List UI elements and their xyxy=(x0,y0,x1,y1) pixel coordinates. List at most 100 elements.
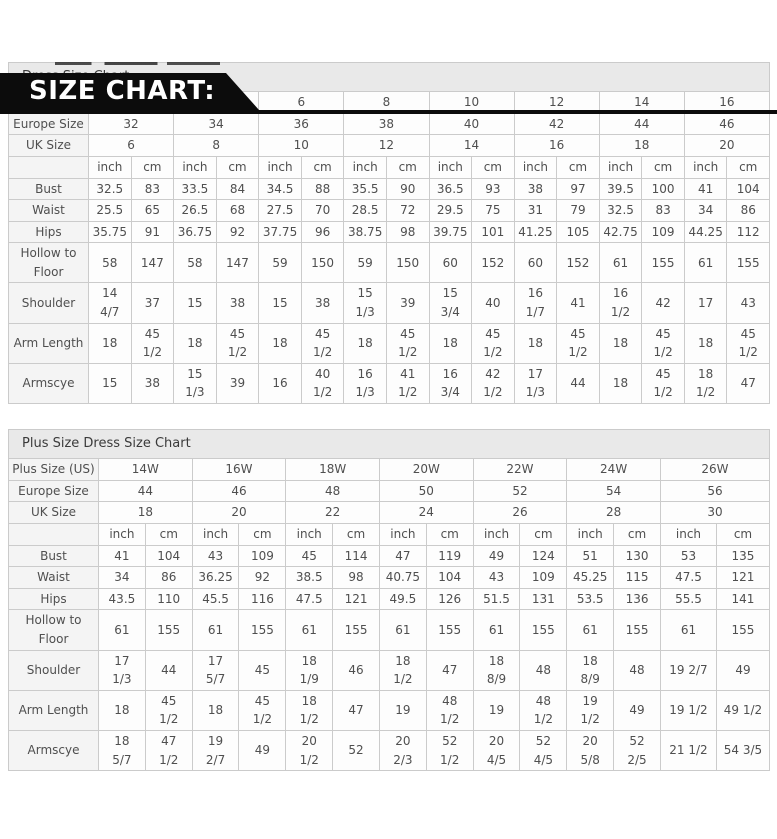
unit-cm-header: cm xyxy=(519,522,568,546)
inch-value-cell: 18 xyxy=(428,322,473,364)
inch-value-cell: 51.5 xyxy=(472,587,521,611)
size-value-cell: 26W xyxy=(659,458,771,481)
size-value-cell: 56 xyxy=(659,479,771,503)
unit-cm-header: cm xyxy=(215,155,260,179)
inch-value-cell: 61 xyxy=(659,609,717,651)
inch-value-cell: 34 xyxy=(683,199,728,222)
cm-value-cell: 49 xyxy=(715,649,771,691)
row-label: Europe Size xyxy=(8,112,89,136)
inch-value-cell: 19 2/7 xyxy=(191,729,240,772)
inch-value-cell: 36.25 xyxy=(191,566,240,589)
size-value-cell: 26 xyxy=(472,501,568,524)
cm-value-cell: 109 xyxy=(238,544,287,568)
unit-inch-header: inch xyxy=(173,155,217,179)
size-value-cell: 20 xyxy=(191,501,287,524)
size-value-cell: 54 xyxy=(566,479,661,503)
inch-value-cell: 58 xyxy=(173,242,217,284)
cm-value-cell: 152 xyxy=(556,242,600,284)
cm-value-cell: 155 xyxy=(332,609,380,651)
size-value-cell: 22 xyxy=(285,501,380,524)
cm-value-cell: 91 xyxy=(130,220,175,244)
inch-value-cell: 42.75 xyxy=(598,220,643,244)
inch-value-cell: 41 xyxy=(683,177,728,201)
size-value-cell: 18 xyxy=(598,134,685,157)
size-value-cell: 46 xyxy=(191,479,287,503)
row-label: Bust xyxy=(8,177,89,201)
inch-value-cell: 15 xyxy=(258,282,302,324)
measure-row: Hips 35.75 91 36.75 92 37.75 96 38.75 98 39.75 101… xyxy=(8,220,770,244)
cm-value-cell: 109 xyxy=(519,566,568,589)
inch-value-cell: 53 xyxy=(659,544,717,568)
cm-value-cell: 47 xyxy=(332,689,380,731)
inch-value-cell: 59 xyxy=(258,242,302,284)
row-label: Waist xyxy=(8,199,89,222)
cm-value-cell: 155 xyxy=(238,609,287,651)
inch-value-cell: 53.5 xyxy=(566,587,615,611)
inch-value-cell: 47 xyxy=(378,544,427,568)
cm-value-cell: 52 xyxy=(332,729,380,772)
cm-value-cell: 45 1/2 xyxy=(144,689,193,731)
cm-value-cell: 43 xyxy=(726,282,770,324)
unit-inch-header: inch xyxy=(659,522,717,546)
inch-value-cell: 61 xyxy=(98,609,146,651)
unit-cm-header: cm xyxy=(144,522,193,546)
inch-value-cell: 18 xyxy=(173,322,217,364)
measure-row: Bust 32.5 83 33.5 84 34.5 88 35.5 90 36.5 93 38 97 39… xyxy=(8,177,770,201)
size-value-cell: 16W xyxy=(191,458,287,481)
inch-value-cell: 40.75 xyxy=(378,566,427,589)
size-value-cell: 8 xyxy=(173,134,260,157)
size-value-cell: 50 xyxy=(378,479,474,503)
inch-value-cell: 35.75 xyxy=(88,220,132,244)
unit-inch-header: inch xyxy=(98,522,146,546)
size-value-cell: 34 xyxy=(173,112,260,136)
unit-row: inch cm inch cm inch cm inch cm inch cm inch cm inch… xyxy=(8,522,771,546)
inch-value-cell: 61 xyxy=(472,609,521,651)
cm-value-cell: 96 xyxy=(300,220,345,244)
inch-value-cell: 19 xyxy=(472,689,521,731)
cm-value-cell: 79 xyxy=(556,199,600,222)
size-value-cell: 10 xyxy=(258,134,345,157)
cm-value-cell: 52 4/5 xyxy=(519,729,568,772)
inch-value-cell: 21 1/2 xyxy=(659,729,717,772)
inch-value-cell: 44.25 xyxy=(683,220,728,244)
inch-value-cell: 20 5/8 xyxy=(566,729,615,772)
measure-row: Armscye 18 5/7 47 1/2 19 2/7 49 20 1/2 52 20 2/… xyxy=(8,729,771,772)
size-value-cell: 14W xyxy=(98,458,193,481)
inch-value-cell: 14 4/7 xyxy=(88,282,132,324)
inch-value-cell: 15 xyxy=(173,282,217,324)
size-value-cell: 52 xyxy=(472,479,568,503)
cropped-text-artifact xyxy=(55,62,220,65)
size-value-cell: 20W xyxy=(378,458,474,481)
cm-value-cell: 98 xyxy=(385,220,430,244)
row-label: Waist xyxy=(8,566,99,589)
inch-value-cell: 61 xyxy=(566,609,615,651)
size-value-cell: 46 xyxy=(683,112,771,136)
cm-value-cell: 83 xyxy=(130,177,175,201)
inch-value-cell: 28.5 xyxy=(343,199,387,222)
inch-value-cell: 18 xyxy=(88,322,132,364)
cm-value-cell: 147 xyxy=(215,242,260,284)
size-value-cell: 8 xyxy=(343,91,430,114)
inch-value-cell: 61 xyxy=(378,609,427,651)
cm-value-cell: 75 xyxy=(471,199,515,222)
cm-value-cell: 45 1/2 xyxy=(641,322,685,364)
inch-value-cell: 19 1/2 xyxy=(659,689,717,731)
inch-value-cell: 43 xyxy=(191,544,240,568)
inch-value-cell: 37.75 xyxy=(258,220,302,244)
size-value-cell: 10 xyxy=(428,91,515,114)
cm-value-cell: 40 xyxy=(471,282,515,324)
cm-value-cell: 39 xyxy=(385,282,430,324)
measure-row: Shoulder 14 4/7 37 15 38 15 38 15 1/3 39 15 3/4 40… xyxy=(8,282,770,324)
row-label: UK Size xyxy=(8,134,89,157)
unit-inch-header: inch xyxy=(428,155,473,179)
measure-row: Waist 25.5 65 26.5 68 27.5 70 28.5 72 29.5 75 31 79 3… xyxy=(8,199,770,222)
measure-row: Arm Length 18 45 1/2 18 45 1/2 18 1/2 47 19 48 1… xyxy=(8,689,771,731)
inch-value-cell: 38 xyxy=(513,177,558,201)
inch-value-cell: 15 1/3 xyxy=(343,282,387,324)
size-value-cell: 28 xyxy=(566,501,661,524)
size-value-cell: 6 xyxy=(87,134,175,157)
inch-value-cell: 47.5 xyxy=(285,587,334,611)
row-label: Europe Size xyxy=(8,479,99,503)
cm-value-cell: 105 xyxy=(556,220,600,244)
cm-value-cell: 46 xyxy=(332,649,380,691)
